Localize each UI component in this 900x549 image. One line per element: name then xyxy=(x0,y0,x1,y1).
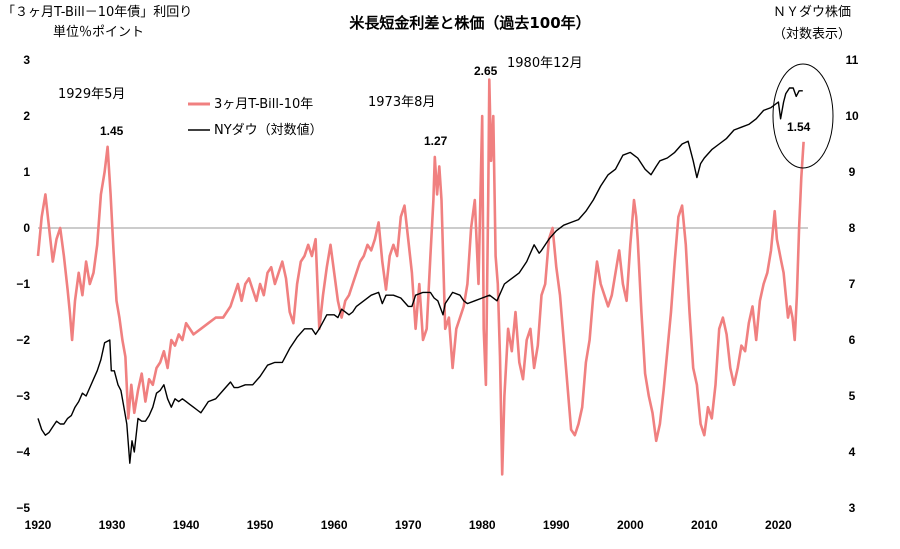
highlight-ellipse xyxy=(772,63,834,169)
right-y-tick-label: 11 xyxy=(846,53,859,67)
left-y-tick-label: −3 xyxy=(16,389,30,403)
right-y-tick-label: 3 xyxy=(849,501,856,515)
left-y-tick-label: −4 xyxy=(16,445,30,459)
legend: 3ヶ月T-Bill-10年 NYダウ（対数値） xyxy=(188,97,323,138)
annotation-value-1980: 2.65 xyxy=(474,64,498,78)
x-tick-label: 1940 xyxy=(173,518,200,532)
x-tick-label: 1960 xyxy=(321,518,348,532)
right-axis-ticks: 11 10 9 8 7 6 5 4 3 xyxy=(845,53,859,515)
left-y-tick-label: 2 xyxy=(23,109,30,123)
x-tick-label: 1930 xyxy=(99,518,126,532)
annotation-value-1929: 1.45 xyxy=(100,124,124,138)
x-tick-label: 2020 xyxy=(765,518,792,532)
right-y-tick-label: 10 xyxy=(845,109,859,123)
series-line-dow xyxy=(37,87,803,464)
x-tick-label: 1990 xyxy=(543,518,570,532)
annotation-1973: 1973年8月 xyxy=(368,95,435,110)
x-tick-label: 1980 xyxy=(469,518,496,532)
left-y-tick-label: 0 xyxy=(23,221,30,235)
left-axis-label-line2: 単位％ポイント xyxy=(53,24,144,40)
left-y-tick-label: −5 xyxy=(16,501,30,515)
legend-label-dow: NYダウ（対数値） xyxy=(214,122,323,138)
annotation-value-2023: 1.54 xyxy=(787,120,811,134)
annotation-1929: 1929年5月 xyxy=(58,87,125,102)
chart-title: 米長短金利差と株価（過去100年） xyxy=(349,14,590,32)
x-axis-ticks: 1920 1930 1940 1950 1960 1970 1980 1990 2000 2010… xyxy=(25,518,792,532)
series-layer xyxy=(36,78,805,476)
x-tick-label: 2010 xyxy=(691,518,718,532)
left-axis-ticks: 3 2 1 0 −1 −2 −3 −4 −5 xyxy=(16,53,30,515)
legend-label-spread: 3ヶ月T-Bill-10年 xyxy=(214,97,313,112)
x-tick-label: 1970 xyxy=(395,518,422,532)
right-y-tick-label: 5 xyxy=(849,389,856,403)
right-y-tick-label: 8 xyxy=(849,221,856,235)
right-axis-label-line2: （対数表示） xyxy=(773,27,851,42)
x-tick-label: 1950 xyxy=(247,518,274,532)
annotation-1980: 1980年12月 xyxy=(507,56,583,71)
right-y-tick-label: 6 xyxy=(849,333,856,347)
series-line-spread xyxy=(36,78,805,476)
right-axis-label-line1: ＮＹダウ株価 xyxy=(773,5,851,20)
left-y-tick-label: 3 xyxy=(23,53,30,67)
x-tick-label: 1920 xyxy=(25,518,52,532)
left-y-tick-label: −1 xyxy=(16,277,30,291)
right-y-tick-label: 9 xyxy=(849,165,856,179)
annotation-value-1973: 1.27 xyxy=(424,134,448,148)
right-y-tick-label: 4 xyxy=(849,445,856,459)
left-y-tick-label: −2 xyxy=(16,333,30,347)
left-axis-label-line1: 「３ヶ月T-Bill－10年債」利回り xyxy=(2,5,192,20)
left-y-tick-label: 1 xyxy=(23,165,30,179)
right-y-tick-label: 7 xyxy=(849,277,856,291)
x-tick-label: 2000 xyxy=(617,518,644,532)
